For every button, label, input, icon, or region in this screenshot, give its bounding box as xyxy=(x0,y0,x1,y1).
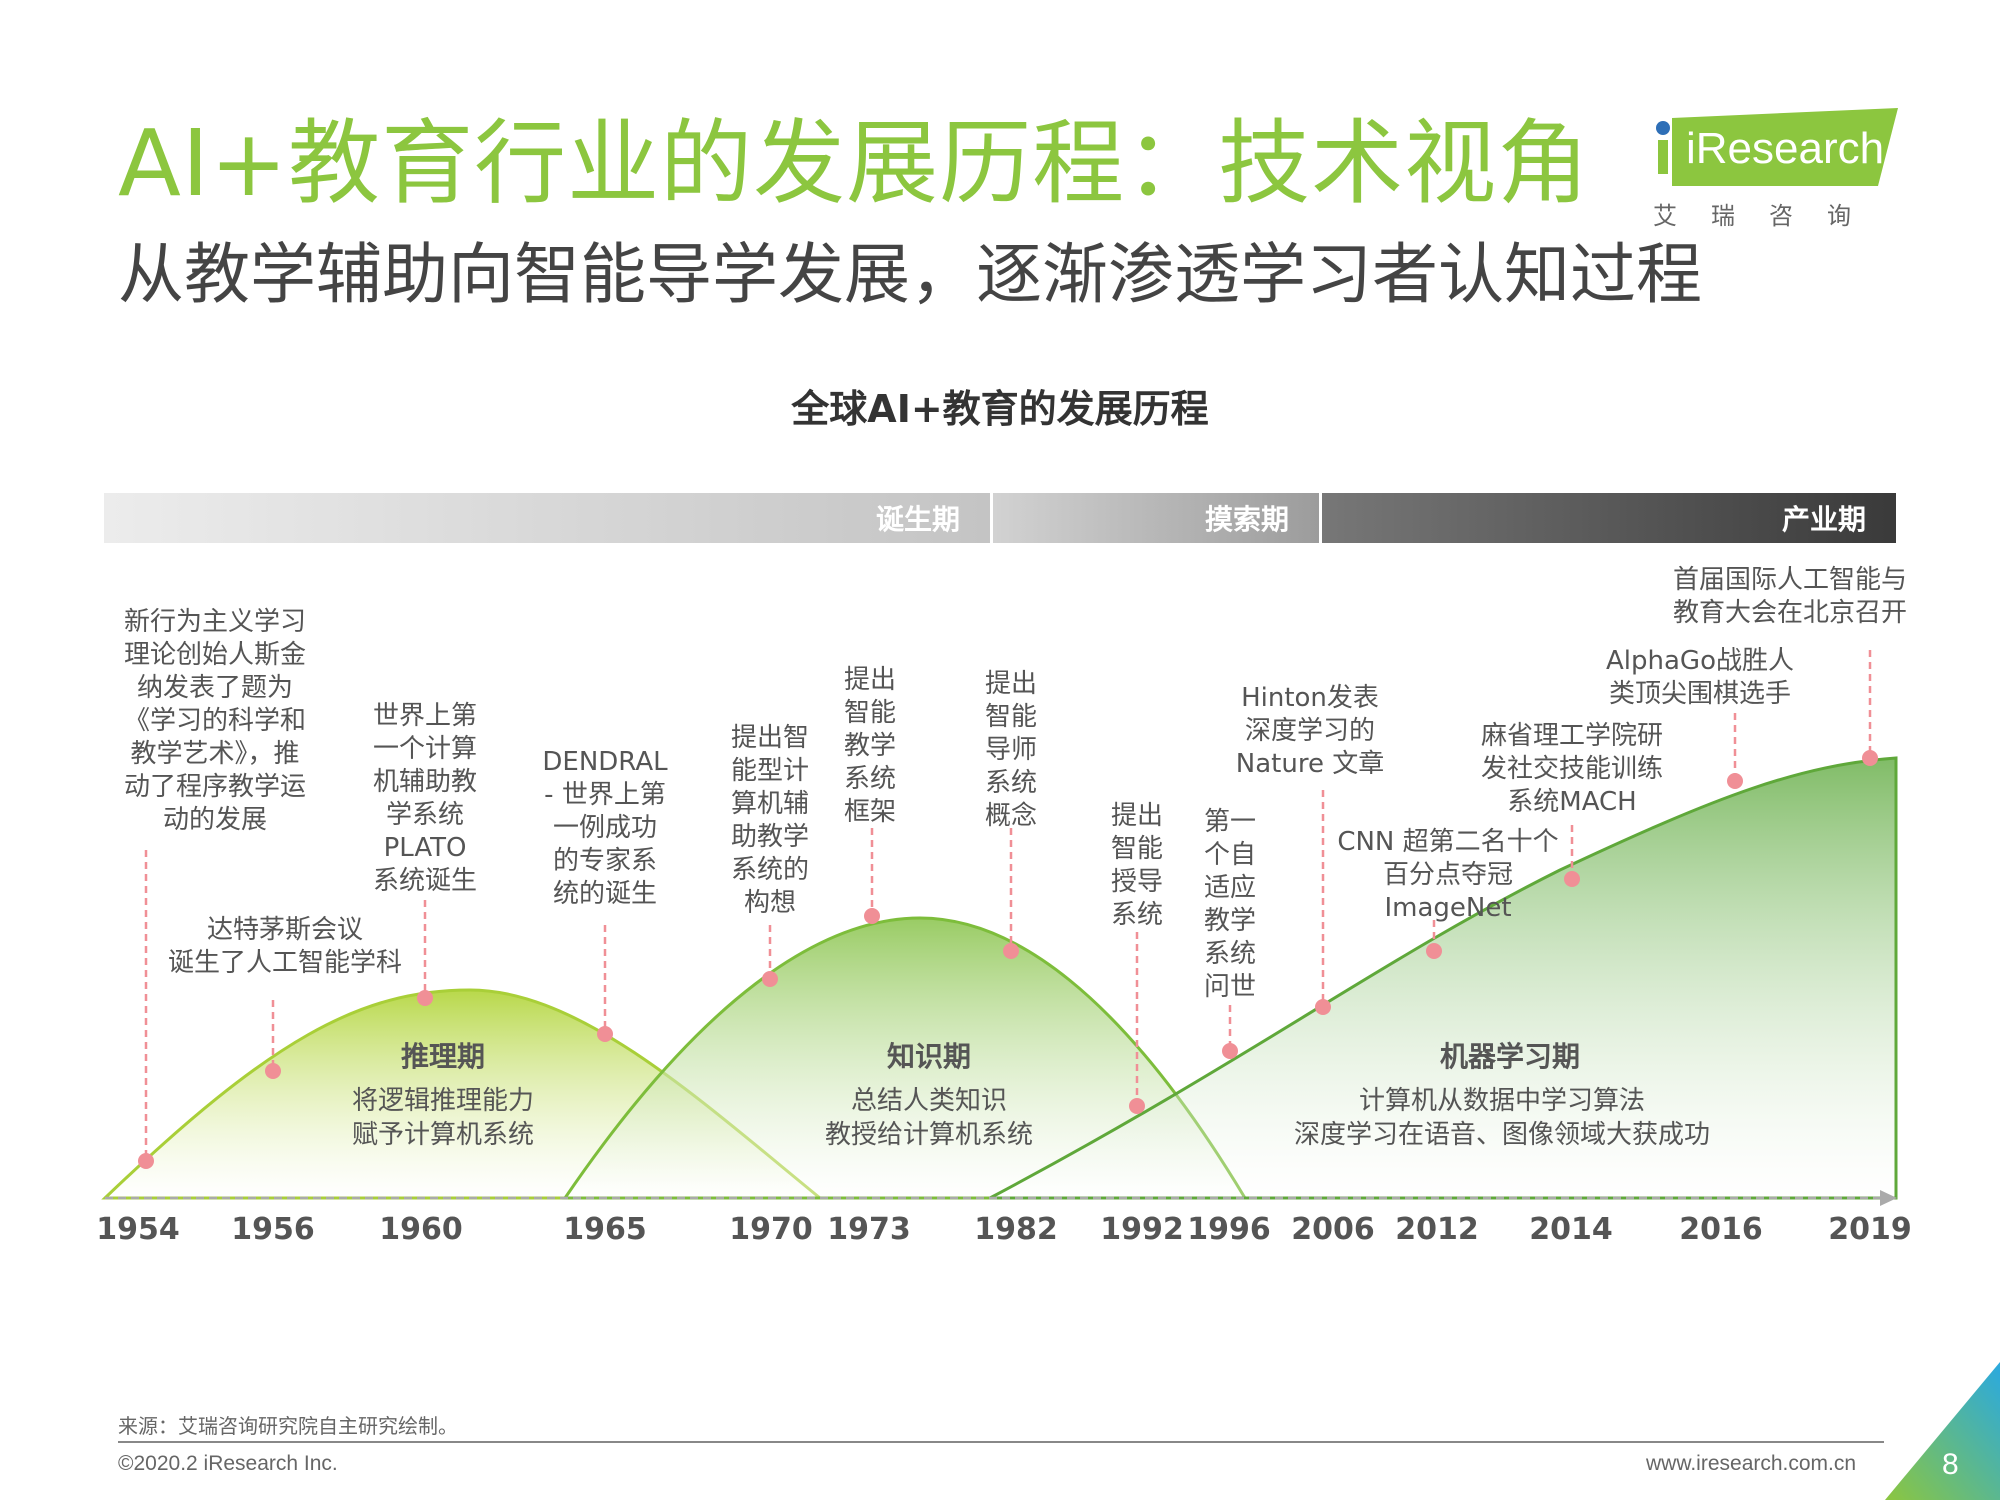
stage-title-knowledge: 知识期 xyxy=(886,1040,971,1073)
stage-desc-knowledge: 总结人类知识 教授给计算机系统 xyxy=(824,1086,1033,1150)
axis-arrow xyxy=(1880,1190,1897,1206)
year-label: 1970 xyxy=(729,1212,813,1247)
year-label: 1960 xyxy=(379,1212,463,1247)
stage-title-machine-learning: 机器学习期 xyxy=(1439,1040,1580,1073)
event-note-1965: DENDRAL - 世界上第 一例成功 的专家系 统的诞生 xyxy=(542,747,668,909)
logo-wordmark: iResearch xyxy=(1686,124,1885,173)
year-label: 1996 xyxy=(1187,1212,1271,1247)
year-label: 2019 xyxy=(1828,1212,1912,1247)
year-label: 2014 xyxy=(1529,1212,1613,1247)
event-note-1954: 新行为主义学习 理论创始人斯金 纳发表了题为 《学习的科学和 教学艺术》，推 动了程序教学… xyxy=(123,607,306,835)
period-bar-exploration xyxy=(993,493,1319,543)
diagram-title: 全球AI+教育的发展历程 xyxy=(791,387,1209,431)
period-bar-birth xyxy=(104,493,990,543)
year-label: 1956 xyxy=(231,1212,315,1247)
page-title: AI+教育行业的发展历程：技术视角 xyxy=(118,110,1591,217)
period-bar-industry xyxy=(1322,493,1896,543)
event-note-2014: 麻省理工学院研 发社交技能训练 系统MACH xyxy=(1480,721,1663,817)
event-note-1970: 提出智 能型计 算机辅 助教学 系统的 构想 xyxy=(730,723,809,918)
corner-decoration xyxy=(1885,1362,2000,1500)
source-note: 来源：艾瑞咨询研究院自主研究绘制。 xyxy=(118,1414,458,1438)
event-note-1982: 提出 智能 导师 系统 概念 xyxy=(984,669,1037,831)
year-label: 2016 xyxy=(1679,1212,1763,1247)
year-label: 2012 xyxy=(1395,1212,1479,1247)
event-note-2016: AlphaGo战胜人 类顶尖围棋选手 xyxy=(1606,646,1794,709)
event-note-1956: 达特茅斯会议 诞生了人工智能学科 xyxy=(167,915,402,978)
year-label: 1973 xyxy=(827,1212,911,1247)
year-label: 1992 xyxy=(1100,1212,1184,1247)
logo-chinese: 艾瑞咨询 xyxy=(1653,202,1885,230)
period-label-exploration: 摸索期 xyxy=(1205,503,1290,536)
event-note-2012: CNN 超第二名十个 百分点夺冠 ImageNet xyxy=(1337,827,1559,923)
stage-hill-knowledge xyxy=(562,916,1248,1200)
year-label: 2006 xyxy=(1291,1212,1375,1247)
event-note-1960: 世界上第 一个计算 机辅助教 学系统 PLATO 系统诞生 xyxy=(372,701,477,896)
year-label: 1965 xyxy=(563,1212,647,1247)
period-label-industry: 产业期 xyxy=(1782,503,1867,536)
stage-desc-reasoning: 将逻辑推理能力 赋予计算机系统 xyxy=(351,1086,534,1150)
period-label-birth: 诞生期 xyxy=(876,503,961,536)
event-note-2019: 首届国际人工智能与 教育大会在北京召开 xyxy=(1672,565,1907,628)
logo-badge xyxy=(1656,108,1898,186)
page-subtitle: 从教学辅助向智能导学发展，逐渐渗透学习者认知过程 xyxy=(118,236,1702,313)
event-connectors xyxy=(144,650,1872,1160)
event-note-1992: 提出 智能 授导 系统 xyxy=(1110,801,1163,930)
year-label: 1982 xyxy=(974,1212,1058,1247)
copyright: ©2020.2 iResearch Inc. xyxy=(118,1452,338,1475)
event-note-2006: Hinton发表 深度学习的 Nature 文章 xyxy=(1235,683,1385,779)
event-dots xyxy=(138,750,1878,1169)
year-label: 1954 xyxy=(96,1212,180,1247)
stage-title-reasoning: 推理期 xyxy=(400,1040,485,1073)
stage-desc-machine-learning: 计算机从数据中学习算法 深度学习在语音、图像领域大获成功 xyxy=(1293,1086,1710,1150)
iresearch-logo: iResearch 艾瑞咨询 xyxy=(1650,104,1910,234)
stage-hill-machine-learning xyxy=(989,756,1898,1200)
footer-divider xyxy=(118,1441,1884,1443)
event-note-1973: 提出 智能 教学 系统 框架 xyxy=(843,665,896,827)
website-link[interactable]: www.iresearch.com.cn xyxy=(1646,1452,1857,1475)
page-number: 8 xyxy=(1942,1448,1959,1481)
event-note-1996: 第一 个自 适应 教学 系统 问世 xyxy=(1203,807,1256,1002)
